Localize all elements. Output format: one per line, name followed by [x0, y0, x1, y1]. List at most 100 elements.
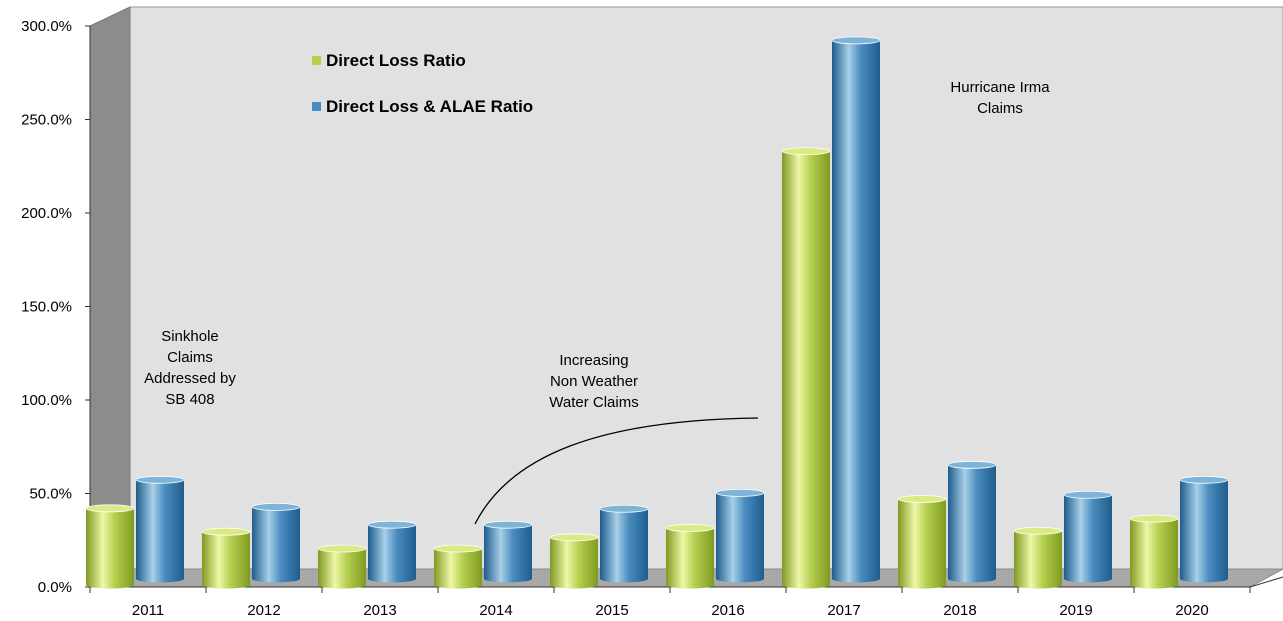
x-tick-label: 2017 — [827, 602, 860, 619]
bar-alae-2020-base — [1180, 575, 1228, 583]
bar-loss-2015 — [549, 533, 599, 589]
bar-alae-2013-body — [368, 524, 416, 579]
bar-alae-2012-base — [252, 575, 300, 583]
chart-legend: Direct Loss Ratio Direct Loss & ALAE Rati… — [312, 51, 533, 116]
x-tick-label: 2015 — [595, 602, 628, 619]
trend-curve — [474, 417, 759, 525]
bar-loss-2016-cap — [665, 524, 715, 532]
bar-alae-2015 — [599, 504, 649, 583]
bar-alae-2017-base — [832, 575, 880, 583]
bar-loss-2016-body — [666, 527, 714, 585]
bar-alae-2017-body — [832, 40, 880, 579]
y-tick-label: 100.0% — [21, 392, 72, 409]
annotation-line: Hurricane Irma — [950, 79, 1050, 96]
x-tick-label: 2016 — [711, 602, 744, 619]
bar-alae-2011-cap — [135, 475, 185, 484]
bar-alae-2017-cap — [831, 36, 881, 45]
annotation-line: Increasing — [559, 352, 628, 369]
x-tick-label: 2013 — [363, 602, 396, 619]
bar-loss-2017-base — [782, 581, 830, 589]
bar-alae-2011-base — [136, 575, 184, 583]
bar-alae-2014 — [483, 520, 533, 583]
bar-loss-2014-body — [434, 548, 482, 585]
x-tick-label: 2020 — [1175, 602, 1208, 619]
bar-alae-2017 — [831, 36, 881, 583]
bar-loss-2013-cap — [317, 544, 367, 553]
bar-loss-2011-base — [86, 581, 134, 589]
annotation-text: Hurricane Irma Claims — [950, 79, 1050, 117]
x-tick-label: 2012 — [247, 602, 280, 619]
bar-alae-2012-cap — [251, 503, 301, 511]
bar-alae-2016-cap — [715, 488, 765, 497]
bar-alae-2019-base — [1064, 575, 1112, 583]
bar-loss-2013-base — [318, 581, 366, 589]
bar-loss-2019-base — [1014, 581, 1062, 589]
x-tick-label: 2018 — [943, 602, 976, 619]
bar-alae-2015-body — [600, 508, 648, 579]
bar-alae-2019 — [1063, 490, 1113, 583]
y-tick-label: 200.0% — [21, 205, 72, 222]
bar-alae-2013 — [367, 520, 417, 583]
legend-swatch — [312, 102, 321, 111]
x-tick-label: 2019 — [1059, 602, 1092, 619]
bar-loss-2015-cap — [549, 533, 599, 542]
bar-loss-2019-body — [1014, 530, 1062, 585]
bar-loss-2012-body — [202, 531, 250, 585]
bar-loss-2020-body — [1130, 518, 1178, 585]
bar-loss-2018 — [897, 495, 947, 589]
bar-loss-2012-base — [202, 581, 250, 589]
bar-alae-2014-base — [484, 575, 532, 583]
bar-alae-2013-cap — [367, 520, 417, 529]
bar-loss-2014-base — [434, 581, 482, 589]
chart-back-wall — [129, 6, 1283, 570]
bar-loss-2017-body — [782, 151, 830, 585]
y-tick-label: 150.0% — [21, 299, 72, 316]
legend-swatch — [312, 56, 321, 65]
x-tick-label: 2014 — [479, 602, 512, 619]
bar-alae-2019-cap — [1063, 490, 1113, 499]
bar-alae-2019-body — [1064, 494, 1112, 579]
bar-alae-2020-body — [1180, 479, 1228, 579]
bar-alae-2018-body — [948, 464, 996, 579]
annotation-line: Water Claims — [549, 394, 638, 411]
bar-alae-2011-body — [136, 479, 184, 579]
legend-label: Direct Loss Ratio — [326, 51, 466, 70]
bar-loss-2018-body — [898, 498, 946, 585]
annotation-line: Addressed by — [144, 370, 236, 387]
y-tick-label: 250.0% — [21, 112, 72, 129]
bar-loss-2018-cap — [897, 495, 947, 503]
annotation-line: Claims — [167, 349, 213, 366]
annotation-text: Increasing Non Weather Water Claims — [549, 352, 638, 411]
bar-alae-2013-base — [368, 575, 416, 583]
bar-alae-2014-body — [484, 524, 532, 579]
x-tick-label: 2011 — [132, 602, 164, 619]
bar-loss-2020-base — [1130, 581, 1178, 589]
bar-loss-2011-cap — [85, 504, 135, 513]
annotation-line: Sinkhole — [161, 328, 219, 345]
bar-loss-2020-cap — [1129, 514, 1179, 523]
annotation-line: Non Weather — [550, 373, 638, 390]
bar-alae-2011 — [135, 475, 185, 583]
y-tick-label: 300.0% — [21, 18, 72, 35]
x-axis-depth-line — [1249, 576, 1283, 588]
bar-loss-2012 — [201, 527, 251, 589]
bar-alae-2015-base — [600, 575, 648, 583]
legend-label: Direct Loss & ALAE Ratio — [326, 97, 533, 116]
bar-alae-2018 — [947, 460, 997, 583]
bar-alae-2016-body — [716, 492, 764, 579]
annotation-line: Claims — [977, 100, 1023, 117]
bar-alae-2018-base — [948, 575, 996, 583]
annotation-line: SB 408 — [165, 391, 214, 408]
bar-loss-2013-body — [318, 548, 366, 585]
bar-loss-2011 — [85, 504, 135, 589]
bar-loss-2015-base — [550, 581, 598, 589]
bar-alae-2014-cap — [483, 520, 533, 529]
bar-loss-2016 — [665, 524, 715, 589]
bar-loss-2016-base — [666, 581, 714, 589]
bar-loss-2017-cap — [781, 147, 831, 156]
y-tick-label: 50.0% — [29, 486, 72, 503]
bar-loss-2020 — [1129, 514, 1179, 589]
bar-alae-2012 — [251, 503, 301, 583]
